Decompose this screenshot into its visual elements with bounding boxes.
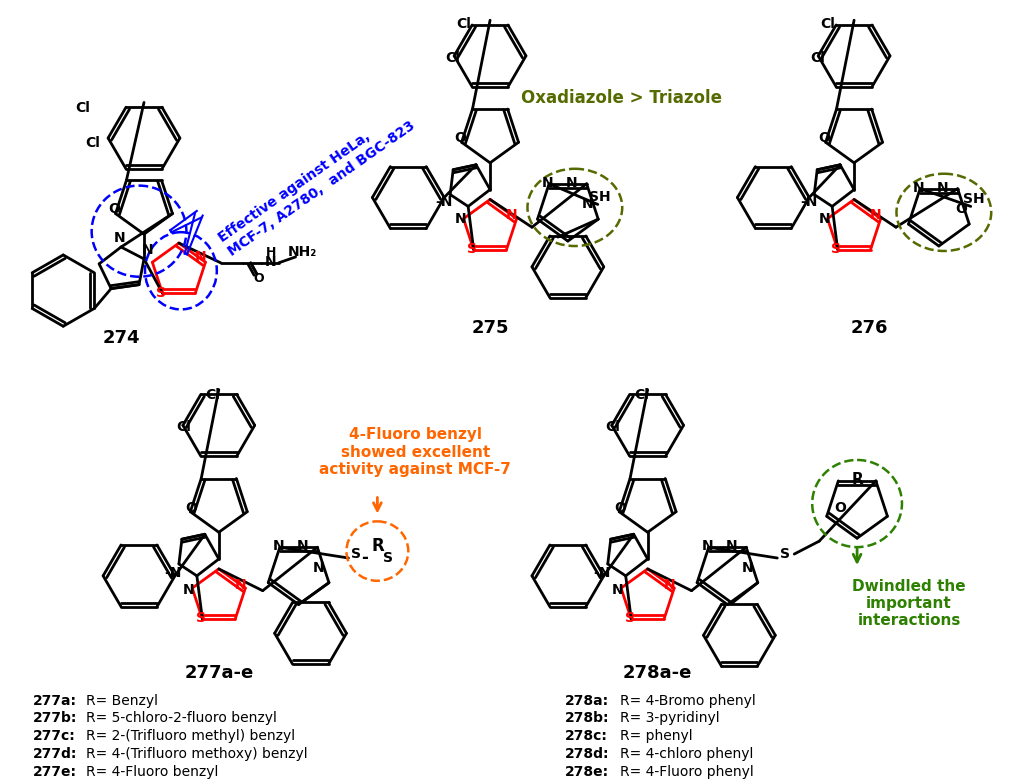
Text: -: -	[361, 549, 368, 567]
Text: R= Benzyl: R= Benzyl	[86, 694, 158, 708]
Text: 275: 275	[472, 319, 509, 337]
Text: O: O	[454, 131, 466, 145]
Text: N: N	[312, 561, 325, 575]
Text: N: N	[143, 243, 154, 257]
Text: N: N	[542, 176, 554, 190]
Text: H: H	[266, 247, 276, 259]
Text: N: N	[114, 231, 125, 245]
Text: O: O	[614, 501, 626, 515]
Text: S: S	[625, 612, 635, 626]
Text: -N: -N	[594, 566, 610, 580]
Text: S: S	[467, 242, 477, 256]
Text: R: R	[851, 473, 863, 487]
Text: R: R	[371, 537, 384, 555]
Text: O: O	[954, 202, 967, 216]
Text: Effective against HeLa,
MCF-7, A2780,  and BGC-823: Effective against HeLa, MCF-7, A2780, an…	[216, 105, 418, 259]
Text: -N: -N	[435, 195, 453, 209]
Text: 278e:: 278e:	[565, 765, 609, 779]
Text: 278a:: 278a:	[565, 694, 609, 708]
Text: O: O	[818, 131, 830, 145]
Text: N: N	[702, 539, 713, 553]
Text: Cl: Cl	[810, 51, 825, 65]
Text: R= phenyl: R= phenyl	[619, 729, 693, 744]
Text: Cl: Cl	[457, 17, 472, 31]
Text: NH₂: NH₂	[287, 245, 317, 259]
Text: N: N	[297, 539, 308, 553]
Text: R= 4-chloro phenyl: R= 4-chloro phenyl	[619, 747, 753, 761]
Text: N: N	[582, 198, 594, 212]
Text: Cl: Cl	[86, 136, 100, 150]
Text: 277e:: 277e:	[33, 765, 78, 779]
Text: 277c:: 277c:	[33, 729, 77, 744]
Text: 277d:: 277d:	[33, 747, 78, 761]
Text: N: N	[507, 209, 518, 223]
Text: 4-Fluoro benzyl
showed excellent
activity against MCF-7: 4-Fluoro benzyl showed excellent activit…	[320, 427, 511, 477]
Text: O: O	[109, 202, 120, 216]
Text: SH: SH	[963, 192, 984, 206]
Text: N: N	[913, 180, 924, 194]
Text: S: S	[156, 286, 166, 300]
Text: 278a-e: 278a-e	[622, 664, 693, 682]
Text: R= 4-Fluoro phenyl: R= 4-Fluoro phenyl	[619, 765, 754, 779]
Text: R= 4-Bromo phenyl: R= 4-Bromo phenyl	[619, 694, 756, 708]
Text: N: N	[454, 212, 466, 226]
Text: R= 4-Fluoro benzyl: R= 4-Fluoro benzyl	[86, 765, 218, 779]
Text: S: S	[352, 547, 362, 561]
Text: N: N	[612, 583, 624, 597]
Text: S: S	[781, 547, 790, 561]
Text: Cl: Cl	[446, 51, 460, 65]
Text: R= 2-(Trifluoro methyl) benzyl: R= 2-(Trifluoro methyl) benzyl	[86, 729, 296, 744]
Text: S: S	[384, 551, 393, 565]
Text: R= 4-(Trifluoro methoxy) benzyl: R= 4-(Trifluoro methoxy) benzyl	[86, 747, 308, 761]
Text: O: O	[185, 501, 196, 515]
Text: 278c:: 278c:	[565, 729, 608, 744]
Text: 277a-e: 277a-e	[184, 664, 253, 682]
Text: 278b:: 278b:	[565, 711, 609, 726]
Text: S: S	[195, 612, 206, 626]
Text: O: O	[834, 501, 846, 515]
Text: N: N	[741, 561, 753, 575]
Text: Oxadiazole > Triazole: Oxadiazole > Triazole	[521, 90, 722, 108]
Text: N: N	[265, 255, 276, 269]
Text: 277a:: 277a:	[33, 694, 78, 708]
Text: N: N	[183, 583, 194, 597]
Text: N: N	[726, 539, 737, 553]
Text: SH: SH	[589, 191, 611, 205]
Text: 274: 274	[102, 329, 140, 347]
Text: N: N	[273, 539, 284, 553]
Text: 277b:: 277b:	[33, 711, 78, 726]
Text: N: N	[664, 578, 675, 592]
Text: Cl: Cl	[605, 420, 620, 434]
Text: O: O	[253, 273, 264, 285]
Text: Cl: Cl	[634, 387, 649, 401]
Text: N: N	[871, 209, 882, 223]
Text: R= 5-chloro-2-fluoro benzyl: R= 5-chloro-2-fluoro benzyl	[86, 711, 277, 726]
Text: Dwindled the
important
interactions: Dwindled the important interactions	[852, 579, 966, 629]
Text: 278d:: 278d:	[565, 747, 609, 761]
Text: N: N	[566, 176, 578, 190]
Text: N: N	[937, 180, 948, 194]
Text: N: N	[818, 212, 830, 226]
Text: -N: -N	[164, 566, 182, 580]
Text: Cl: Cl	[206, 387, 220, 401]
Text: -N: -N	[800, 195, 818, 209]
Text: Cl: Cl	[75, 102, 91, 116]
Text: R= 3-pyridinyl: R= 3-pyridinyl	[619, 711, 720, 726]
Text: Cl: Cl	[821, 17, 835, 31]
Text: Cl: Cl	[177, 420, 191, 434]
Text: S: S	[831, 242, 841, 256]
Text: N: N	[195, 250, 207, 264]
Text: 276: 276	[850, 319, 888, 337]
Text: N: N	[235, 578, 246, 592]
